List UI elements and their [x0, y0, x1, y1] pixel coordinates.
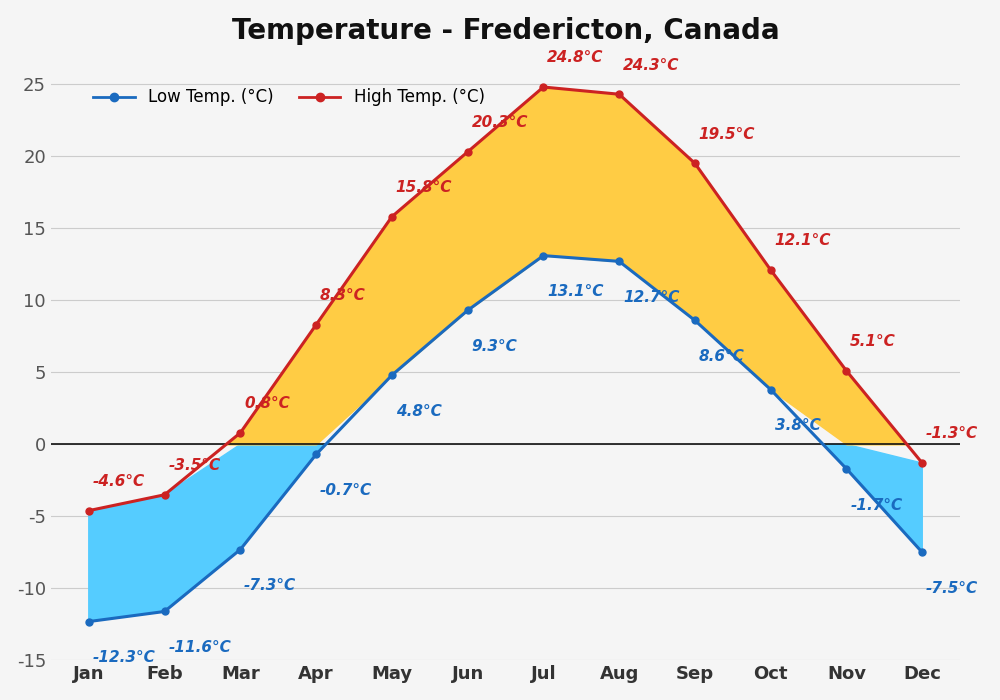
Text: -12.3°C: -12.3°C: [93, 650, 155, 666]
Text: 3.8°C: 3.8°C: [775, 419, 820, 433]
Text: -0.7°C: -0.7°C: [320, 483, 372, 498]
Text: 13.1°C: 13.1°C: [547, 284, 604, 300]
Title: Temperature - Fredericton, Canada: Temperature - Fredericton, Canada: [232, 17, 779, 45]
Low Temp. (°C): [613, 257, 625, 265]
High Temp. (°C): [537, 83, 549, 91]
Text: 12.7°C: 12.7°C: [623, 290, 679, 305]
Text: -3.5°C: -3.5°C: [168, 458, 221, 473]
Low Temp. (°C): [689, 316, 701, 325]
Line: Low Temp. (°C): Low Temp. (°C): [85, 252, 926, 625]
Text: 19.5°C: 19.5°C: [699, 127, 755, 142]
Text: 8.3°C: 8.3°C: [320, 288, 366, 303]
Text: -4.6°C: -4.6°C: [93, 474, 145, 489]
Legend: Low Temp. (°C), High Temp. (°C): Low Temp. (°C), High Temp. (°C): [87, 82, 491, 113]
High Temp. (°C): [765, 266, 777, 274]
High Temp. (°C): [916, 459, 928, 468]
Text: 24.8°C: 24.8°C: [547, 50, 604, 65]
Text: -1.7°C: -1.7°C: [850, 498, 903, 512]
Text: 20.3°C: 20.3°C: [471, 116, 528, 130]
High Temp. (°C): [613, 90, 625, 99]
Line: High Temp. (°C): High Temp. (°C): [85, 83, 926, 514]
Low Temp. (°C): [386, 371, 398, 379]
High Temp. (°C): [840, 367, 852, 375]
Text: 8.6°C: 8.6°C: [699, 349, 745, 364]
Text: 9.3°C: 9.3°C: [471, 340, 517, 354]
High Temp. (°C): [310, 321, 322, 329]
High Temp. (°C): [234, 428, 246, 437]
Text: -1.3°C: -1.3°C: [926, 426, 978, 442]
Low Temp. (°C): [159, 608, 171, 616]
Text: -7.5°C: -7.5°C: [926, 581, 978, 596]
High Temp. (°C): [159, 491, 171, 499]
High Temp. (°C): [462, 148, 474, 156]
Text: -11.6°C: -11.6°C: [168, 640, 231, 655]
High Temp. (°C): [83, 506, 95, 514]
Text: 12.1°C: 12.1°C: [775, 233, 831, 248]
Low Temp. (°C): [83, 617, 95, 626]
Low Temp. (°C): [537, 251, 549, 260]
Text: -7.3°C: -7.3°C: [244, 578, 296, 594]
Text: 0.8°C: 0.8°C: [244, 396, 290, 411]
Low Temp. (°C): [840, 465, 852, 473]
Text: 4.8°C: 4.8°C: [396, 404, 442, 419]
Low Temp. (°C): [462, 306, 474, 314]
Text: 5.1°C: 5.1°C: [850, 335, 896, 349]
High Temp. (°C): [689, 159, 701, 167]
Low Temp. (°C): [765, 386, 777, 394]
Low Temp. (°C): [234, 545, 246, 554]
Text: 24.3°C: 24.3°C: [623, 57, 679, 73]
High Temp. (°C): [386, 213, 398, 221]
Low Temp. (°C): [310, 450, 322, 459]
Low Temp. (°C): [916, 548, 928, 556]
Text: 15.8°C: 15.8°C: [396, 180, 452, 195]
